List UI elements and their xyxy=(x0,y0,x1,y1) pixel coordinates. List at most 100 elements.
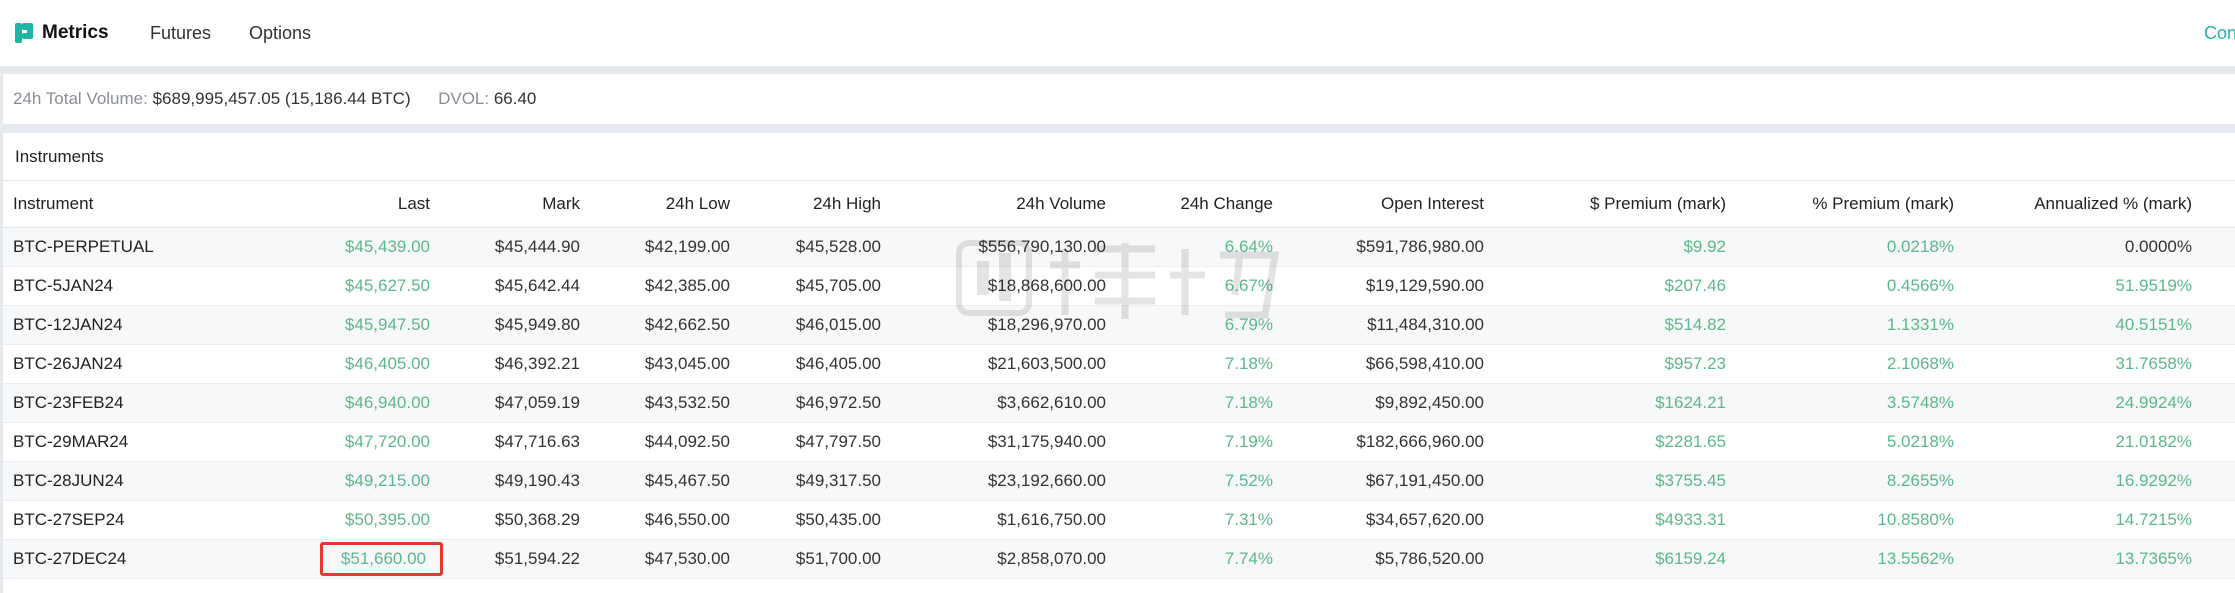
table-row[interactable]: BTC-5JAN24 $45,627.50 $45,642.44 $42,385… xyxy=(3,266,2235,306)
column-header-24h-low[interactable]: 24h Low xyxy=(590,181,740,228)
column-header-24h-volume[interactable]: 24h Volume xyxy=(891,181,1116,228)
cell-open-interest: $66,598,410.00 xyxy=(1283,344,1494,384)
cell-spacer xyxy=(2202,227,2235,267)
cell-24h-high: $50,435.00 xyxy=(740,500,891,540)
cell-24h-volume: $1,616,750.00 xyxy=(891,500,1116,540)
cell-dollar-premium: $9.92 xyxy=(1494,227,1736,267)
cell-last: $45,439.00 xyxy=(163,227,440,267)
cell-24h-high: $49,317.50 xyxy=(740,461,891,501)
cell-24h-volume: $18,296,970.00 xyxy=(891,305,1116,345)
cell-mark: $51,594.22 xyxy=(440,539,590,579)
cell-mark: $45,642.44 xyxy=(440,266,590,306)
dvol-value: 66.40 xyxy=(493,89,537,108)
column-header-instrument[interactable]: Instrument xyxy=(3,181,163,228)
cell-instrument[interactable]: BTC-27DEC24 xyxy=(3,539,163,579)
nav-link-futures[interactable]: Futures xyxy=(150,23,212,43)
cell-last: $46,405.00 xyxy=(163,344,440,384)
cell-last: $50,395.00 xyxy=(163,500,440,540)
cell-mark: $46,392.21 xyxy=(440,344,590,384)
cell-percent-premium: 3.5748% xyxy=(1736,383,1964,423)
cell-24h-change: 6.64% xyxy=(1116,227,1283,267)
table-row[interactable]: BTC-28JUN24 $49,215.00 $49,190.43 $45,46… xyxy=(3,461,2235,501)
cell-instrument[interactable]: BTC-12JAN24 xyxy=(3,305,163,345)
cell-dollar-premium: $207.46 xyxy=(1494,266,1736,306)
cell-instrument[interactable]: BTC-5JAN24 xyxy=(3,266,163,306)
cell-dollar-premium: $514.82 xyxy=(1494,305,1736,345)
cell-24h-low: $42,662.50 xyxy=(590,305,740,345)
table-row[interactable]: BTC-PERPETUAL $45,439.00 $45,444.90 $42,… xyxy=(3,227,2235,267)
highlight-box: $51,660.00 xyxy=(319,542,443,576)
cell-24h-high: $46,015.00 xyxy=(740,305,891,345)
cell-instrument[interactable]: BTC-27SEP24 xyxy=(3,500,163,540)
cell-mark: $45,444.90 xyxy=(440,227,590,267)
cell-24h-volume: $18,868,600.00 xyxy=(891,266,1116,306)
cell-spacer xyxy=(2202,500,2235,540)
column-header-24h-change[interactable]: 24h Change xyxy=(1116,181,1283,228)
column-header-dollar-premium[interactable]: $ Premium (mark) xyxy=(1494,181,1736,228)
cell-instrument[interactable]: BTC-23FEB24 xyxy=(3,383,163,423)
cell-percent-premium: 8.2655% xyxy=(1736,461,1964,501)
table-row[interactable]: BTC-26JAN24 $46,405.00 $46,392.21 $43,04… xyxy=(3,344,2235,384)
cell-instrument[interactable]: BTC-29MAR24 xyxy=(3,422,163,462)
cell-open-interest: $5,786,520.00 xyxy=(1283,539,1494,579)
cell-24h-low: $44,092.50 xyxy=(590,422,740,462)
cell-annualized: 51.9519% xyxy=(1964,266,2202,306)
cell-24h-low: $42,199.00 xyxy=(590,227,740,267)
cell-24h-volume: $2,858,070.00 xyxy=(891,539,1116,579)
instruments-table: Instrument Last Mark 24h Low 24h High 24… xyxy=(3,181,2235,579)
cell-24h-high: $46,405.00 xyxy=(740,344,891,384)
table-row[interactable]: BTC-12JAN24 $45,947.50 $45,949.80 $42,66… xyxy=(3,305,2235,345)
cell-open-interest: $182,666,960.00 xyxy=(1283,422,1494,462)
column-header-percent-premium[interactable]: % Premium (mark) xyxy=(1736,181,1964,228)
cell-24h-change: 6.67% xyxy=(1116,266,1283,306)
cell-open-interest: $11,484,310.00 xyxy=(1283,305,1494,345)
cell-instrument[interactable]: BTC-28JUN24 xyxy=(3,461,163,501)
cell-spacer xyxy=(2202,539,2235,579)
cell-spacer xyxy=(2202,266,2235,306)
cell-instrument[interactable]: BTC-PERPETUAL xyxy=(3,227,163,267)
table-row[interactable]: BTC-27SEP24 $50,395.00 $50,368.29 $46,55… xyxy=(3,500,2235,540)
column-header-spacer xyxy=(2202,181,2235,228)
metrics-logo-icon xyxy=(15,23,33,43)
cell-last-highlighted: $51,660.00 xyxy=(163,539,443,579)
cell-24h-low: $43,045.00 xyxy=(590,344,740,384)
column-header-open-interest[interactable]: Open Interest xyxy=(1283,181,1494,228)
cell-24h-low: $42,385.00 xyxy=(590,266,740,306)
total-volume-value: $689,995,457.05 (15,186.44 BTC) xyxy=(152,89,411,108)
column-header-24h-high[interactable]: 24h High xyxy=(740,181,891,228)
table-row[interactable]: BTC-23FEB24 $46,940.00 $47,059.19 $43,53… xyxy=(3,383,2235,423)
cell-open-interest: $67,191,450.00 xyxy=(1283,461,1494,501)
cell-mark: $50,368.29 xyxy=(440,500,590,540)
table-row[interactable]: BTC-27DEC24 $51,660.00 $51,594.22 $47,53… xyxy=(3,539,2235,579)
cell-spacer xyxy=(2202,305,2235,345)
cell-annualized: 14.7215% xyxy=(1964,500,2202,540)
nav-connect-link[interactable]: Con xyxy=(2204,23,2235,43)
cell-percent-premium: 1.1331% xyxy=(1736,305,1964,345)
table-row[interactable]: BTC-29MAR24 $47,720.00 $47,716.63 $44,09… xyxy=(3,422,2235,462)
cell-24h-volume: $3,662,610.00 xyxy=(891,383,1116,423)
column-header-annualized[interactable]: Annualized % (mark) xyxy=(1964,181,2202,228)
column-header-mark[interactable]: Mark xyxy=(440,181,590,228)
cell-last: $47,720.00 xyxy=(163,422,440,462)
cell-dollar-premium: $2281.65 xyxy=(1494,422,1736,462)
cell-24h-high: $46,972.50 xyxy=(740,383,891,423)
cell-24h-change: 7.19% xyxy=(1116,422,1283,462)
top-navigation: Metrics Futures Options Con xyxy=(0,0,2235,66)
cell-mark: $47,716.63 xyxy=(440,422,590,462)
cell-dollar-premium: $6159.24 xyxy=(1494,539,1736,579)
cell-percent-premium: 5.0218% xyxy=(1736,422,1964,462)
table-header-row: Instrument Last Mark 24h Low 24h High 24… xyxy=(3,181,2235,228)
cell-instrument[interactable]: BTC-26JAN24 xyxy=(3,344,163,384)
column-header-last[interactable]: Last xyxy=(163,181,440,228)
cell-24h-change: 6.79% xyxy=(1116,305,1283,345)
cell-mark: $47,059.19 xyxy=(440,383,590,423)
brand-title[interactable]: Metrics xyxy=(42,22,109,43)
cell-24h-low: $47,530.00 xyxy=(590,539,740,579)
cell-24h-change: 7.74% xyxy=(1116,539,1283,579)
cell-annualized: 31.7658% xyxy=(1964,344,2202,384)
nav-link-options[interactable]: Options xyxy=(249,23,312,43)
cell-percent-premium: 0.0218% xyxy=(1736,227,1964,267)
cell-24h-high: $51,700.00 xyxy=(740,539,891,579)
cell-24h-volume: $31,175,940.00 xyxy=(891,422,1116,462)
cell-last: $45,627.50 xyxy=(163,266,440,306)
